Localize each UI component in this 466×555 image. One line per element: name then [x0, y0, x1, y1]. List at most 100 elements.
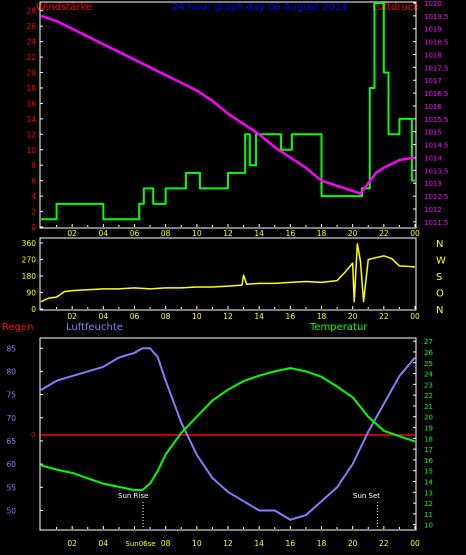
temperature-tick-label: 27 — [424, 338, 433, 346]
x-tick-label: 16 — [286, 312, 296, 321]
humidity-tick-label: 60 — [6, 460, 16, 469]
temperature-tick-label: 16 — [424, 457, 433, 465]
x-tick-label: 22 — [379, 539, 389, 548]
pressure-tick-label: 1015 — [424, 129, 442, 137]
x-tick-label: 00 — [410, 539, 420, 548]
wind-tick-label: 0 — [31, 223, 36, 232]
rain-zero-label: 0 — [31, 431, 35, 439]
temperature-tick-label: 20 — [424, 414, 433, 422]
x-tick-label: 12 — [223, 312, 233, 321]
x-tick-label: 14 — [254, 229, 264, 238]
rain-label: Regen — [2, 322, 34, 333]
humidity-tick-label: 85 — [6, 344, 16, 353]
humidity-tick-label: 55 — [6, 483, 16, 492]
compass-letter: O — [436, 289, 444, 300]
pressure-tick-label: 1017.5 — [424, 64, 449, 72]
wind-direction-line — [40, 243, 416, 303]
pressure-tick-label: 1016 — [424, 103, 442, 111]
wind-tick-label: 12 — [26, 130, 36, 139]
x-tick-label: 08 — [161, 312, 171, 321]
sunset-label: Sun Set — [353, 492, 380, 500]
temperature-tick-label: 10 — [424, 522, 433, 530]
wind-tick-label: 10 — [26, 146, 36, 155]
pressure-tick-label: 1018 — [424, 51, 442, 59]
humidity-tick-label: 65 — [6, 437, 16, 446]
x-tick-label: 14 — [254, 312, 264, 321]
pressure-tick-label: 1014.5 — [424, 142, 449, 150]
x-tick-label: 20 — [348, 312, 358, 321]
x-tick-label: 04 — [99, 312, 109, 321]
x-tick-label: 16 — [286, 229, 296, 238]
x-tick-label: 08 — [161, 539, 171, 548]
x-tick-label: 20 — [348, 229, 358, 238]
pressure-tick-label: 1011.5 — [424, 219, 449, 227]
direction-tick-label: 90 — [26, 289, 36, 298]
wind-tick-label: 20 — [26, 69, 36, 78]
panel3-frame — [39, 337, 417, 531]
direction-tick-label: 360 — [22, 239, 37, 248]
temperature-tick-label: 19 — [424, 425, 433, 433]
temperature-tick-label: 22 — [424, 392, 433, 400]
pressure-tick-label: 1015.5 — [424, 116, 449, 124]
wind-strength-label: Windstärke — [36, 2, 92, 13]
x-tick-label: 12 — [223, 229, 233, 238]
wind-tick-label: 14 — [26, 115, 36, 124]
temperature-line — [40, 367, 416, 492]
temperature-tick-label: 13 — [424, 489, 433, 497]
x-tick-label: 00 — [410, 229, 420, 238]
x-tick-label: 18 — [317, 229, 327, 238]
humidity-line — [40, 347, 416, 521]
pressure-tick-label: 1018.5 — [424, 39, 449, 47]
x-tick-label: Sun06se — [125, 540, 155, 548]
wind-tick-label: 4 — [31, 192, 36, 201]
direction-tick-label: 180 — [22, 272, 37, 281]
temperature-tick-label: 18 — [424, 435, 433, 443]
humidity-tick-label: 80 — [6, 367, 16, 376]
x-tick-label: 10 — [192, 229, 202, 238]
x-tick-label: 04 — [99, 539, 109, 548]
temperature-tick-label: 14 — [424, 479, 433, 487]
direction-tick-label: 0 — [31, 305, 36, 314]
temperature-tick-label: 21 — [424, 403, 433, 411]
x-tick-label: 10 — [192, 539, 202, 548]
pressure-tick-label: 1013 — [424, 180, 442, 188]
x-tick-label: 12 — [223, 539, 233, 548]
pressure-tick-label: 1019.5 — [424, 13, 449, 21]
panel2-frame — [39, 237, 417, 311]
chart-title: 24 hour graph day 06 August 2014 — [172, 2, 348, 13]
temperature-label: Temperatur — [309, 322, 368, 333]
pressure-label: Luftdruck — [372, 2, 419, 13]
humidity-label: Luftfeuchte — [66, 322, 123, 333]
x-tick-label: 02 — [67, 539, 77, 548]
wind-strength-line — [41, 2, 415, 221]
pressure-tick-label: 1020 — [424, 0, 442, 8]
pressure-tick-label: 1016.5 — [424, 90, 449, 98]
pressure-tick-label: 1017 — [424, 77, 442, 85]
compass-letter: S — [436, 272, 442, 283]
wind-tick-label: 18 — [26, 84, 36, 93]
temperature-tick-label: 24 — [424, 371, 433, 379]
x-tick-label: 06 — [130, 229, 140, 238]
x-tick-label: 00 — [410, 312, 420, 321]
temperature-tick-label: 23 — [424, 381, 433, 389]
x-tick-label: 06 — [130, 312, 140, 321]
panel1-frame — [39, 1, 417, 229]
x-tick-label: 18 — [317, 312, 327, 321]
pressure-tick-label: 1013.5 — [424, 167, 449, 175]
wind-tick-label: 24 — [26, 38, 36, 47]
direction-tick-label: 270 — [22, 256, 37, 265]
wind-tick-label: 28 — [26, 7, 36, 16]
sunrise-label: Sun Rise — [118, 492, 148, 500]
humidity-tick-label: 75 — [6, 391, 16, 400]
pressure-tick-label: 1012 — [424, 206, 442, 214]
x-tick-label: 02 — [67, 229, 77, 238]
x-tick-label: 22 — [379, 312, 389, 321]
pressure-line — [40, 14, 416, 195]
temperature-tick-label: 11 — [424, 511, 433, 519]
compass-letter: N — [436, 305, 443, 316]
x-tick-label: 18 — [317, 539, 327, 548]
x-tick-label: 20 — [348, 539, 358, 548]
x-tick-label: 10 — [192, 312, 202, 321]
wind-tick-label: 26 — [26, 22, 36, 31]
